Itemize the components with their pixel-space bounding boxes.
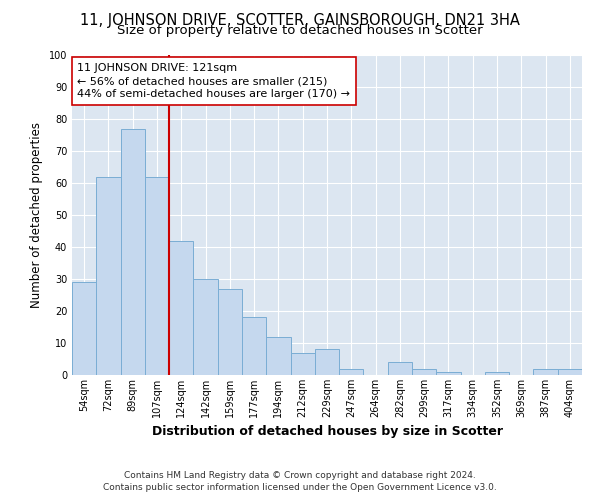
Bar	[436, 372, 461, 375]
Bar	[145, 176, 169, 375]
X-axis label: Distribution of detached houses by size in Scotter: Distribution of detached houses by size …	[151, 426, 503, 438]
Text: 11, JOHNSON DRIVE, SCOTTER, GAINSBOROUGH, DN21 3HA: 11, JOHNSON DRIVE, SCOTTER, GAINSBOROUGH…	[80, 12, 520, 28]
Bar	[558, 368, 582, 375]
Text: Contains HM Land Registry data © Crown copyright and database right 2024.
Contai: Contains HM Land Registry data © Crown c…	[103, 471, 497, 492]
Bar	[193, 279, 218, 375]
Bar	[218, 288, 242, 375]
Bar	[533, 368, 558, 375]
Bar	[96, 176, 121, 375]
Bar	[412, 368, 436, 375]
Bar	[315, 350, 339, 375]
Text: Size of property relative to detached houses in Scotter: Size of property relative to detached ho…	[117, 24, 483, 37]
Bar	[72, 282, 96, 375]
Bar	[339, 368, 364, 375]
Bar	[266, 336, 290, 375]
Bar	[242, 318, 266, 375]
Bar	[485, 372, 509, 375]
Bar	[388, 362, 412, 375]
Bar	[290, 352, 315, 375]
Text: 11 JOHNSON DRIVE: 121sqm
← 56% of detached houses are smaller (215)
44% of semi-: 11 JOHNSON DRIVE: 121sqm ← 56% of detach…	[77, 63, 350, 100]
Y-axis label: Number of detached properties: Number of detached properties	[30, 122, 43, 308]
Bar	[169, 240, 193, 375]
Bar	[121, 128, 145, 375]
